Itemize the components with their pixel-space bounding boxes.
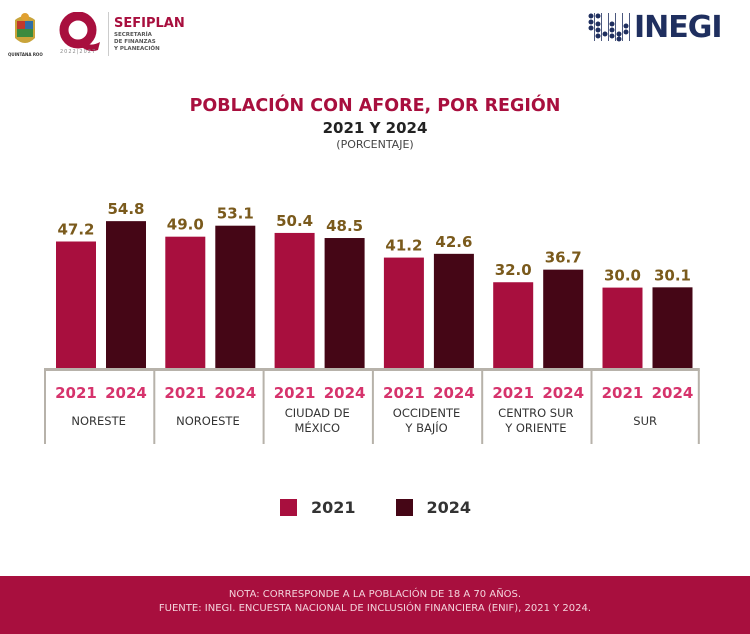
- bar-value-label: 36.7: [545, 249, 582, 267]
- legend-item-2021: 2021: [280, 498, 356, 517]
- sefiplan-subtitle: SECRETARÍA DE FINANZAS Y PLANEACIÓN: [114, 32, 160, 53]
- bar-value-label: 47.2: [57, 221, 94, 239]
- footer-banner: NOTA: CORRESPONDE A LA POBLACIÓN DE 18 A…: [0, 576, 750, 634]
- inegi-abacus-icon: [588, 13, 630, 42]
- category-separator: [44, 370, 46, 444]
- bar-2021: [493, 282, 534, 368]
- bar-2021: [383, 257, 424, 368]
- legend-item-2024: 2024: [395, 498, 472, 517]
- bar-value-label: 48.5: [326, 217, 363, 235]
- bar-value-label: 30.1: [654, 266, 691, 284]
- bar-value-label: 53.1: [217, 205, 254, 223]
- legend-swatch-2024: [395, 499, 413, 516]
- category-separator: [697, 370, 700, 444]
- bar-chart: 47.2 2021 54.8 2024 NORESTE 49.0 2021 53.1 2024 N…: [44, 200, 700, 444]
- category-label: NORESTE: [71, 414, 126, 428]
- year-tick-label: 2024: [214, 384, 256, 402]
- bar-value-label: 32.0: [495, 261, 532, 279]
- q-logo-years: 2022|2027: [60, 49, 97, 55]
- bar-2024: [652, 287, 693, 368]
- year-tick-label: 2024: [324, 384, 366, 402]
- year-tick-label: 2024: [433, 384, 475, 402]
- bar-value-label: 54.8: [107, 200, 144, 218]
- footer-source: FUENTE: INEGI. ENCUESTA NACIONAL DE INCL…: [158, 603, 592, 614]
- bar-value-label: 50.4: [276, 212, 313, 230]
- category-label: CENTRO SUR: [498, 406, 573, 420]
- legend-swatch-2021: [280, 499, 297, 516]
- sefiplan-sub-line: SECRETARÍA: [114, 32, 152, 38]
- bar-2024: [215, 225, 256, 368]
- header-divider: [108, 12, 109, 56]
- category-label: OCCIDENTE: [393, 406, 461, 420]
- legend-label: 2021: [311, 498, 356, 517]
- category-label: Y BAJÍO: [404, 420, 447, 435]
- category-label: SUR: [633, 414, 657, 428]
- bar-2024: [324, 238, 365, 368]
- year-tick-label: 2021: [602, 384, 644, 402]
- bar-value-label: 41.2: [385, 237, 422, 255]
- category-label: MÉXICO: [294, 420, 340, 435]
- inegi-name: INEGI: [634, 9, 723, 45]
- year-tick-label: 2024: [542, 384, 584, 402]
- sefiplan-sub-line: Y PLANEACIÓN: [114, 46, 160, 52]
- year-tick-label: 2021: [55, 384, 97, 402]
- bar-2021: [274, 232, 315, 368]
- sefiplan-sub-line: DE FINANZAS: [114, 39, 156, 45]
- x-axis-line: [44, 368, 700, 371]
- quintana-roo-shield-icon: [15, 13, 35, 43]
- footer-note: NOTA: CORRESPONDE A LA POBLACIÓN DE 18 A…: [228, 589, 522, 600]
- category-separator: [481, 370, 484, 444]
- legend-label: 2024: [426, 498, 472, 517]
- bar-2024: [543, 269, 584, 368]
- category-label: CIUDAD DE: [285, 406, 350, 420]
- category-label: Y ORIENTE: [504, 421, 566, 435]
- year-tick-label: 2021: [274, 384, 316, 402]
- year-tick-label: 2024: [652, 384, 694, 402]
- chart-unit-label: (PORCENTAJE): [336, 138, 414, 151]
- year-tick-label: 2021: [164, 384, 206, 402]
- legend: 2021 2024: [280, 498, 511, 517]
- year-tick-label: 2024: [105, 384, 147, 402]
- sefiplan-name: SEFIPLAN: [114, 16, 185, 31]
- inegi-logo: INEGI: [588, 9, 723, 45]
- chart-subtitle: 2021 Y 2024: [322, 119, 428, 137]
- bar-2024: [106, 221, 146, 368]
- category-separator: [262, 370, 265, 444]
- category-separator: [371, 370, 374, 444]
- bar-value-label: 49.0: [167, 216, 204, 234]
- bar-2021: [165, 236, 206, 368]
- category-label: NOROESTE: [176, 414, 240, 428]
- bar-value-label: 42.6: [435, 233, 472, 251]
- bar-2021: [56, 241, 96, 368]
- category-separator: [590, 370, 593, 444]
- category-separator: [153, 370, 156, 444]
- chart-title: POBLACIÓN CON AFORE, POR REGIÓN: [189, 96, 561, 116]
- year-tick-label: 2021: [383, 384, 425, 402]
- bar-2021: [602, 287, 643, 368]
- bar-value-label: 30.0: [604, 267, 641, 285]
- q-logo-icon: [59, 12, 100, 52]
- year-tick-label: 2021: [492, 384, 534, 402]
- quintana-roo-label: QUINTANA ROO: [8, 52, 43, 57]
- bar-2024: [433, 253, 474, 368]
